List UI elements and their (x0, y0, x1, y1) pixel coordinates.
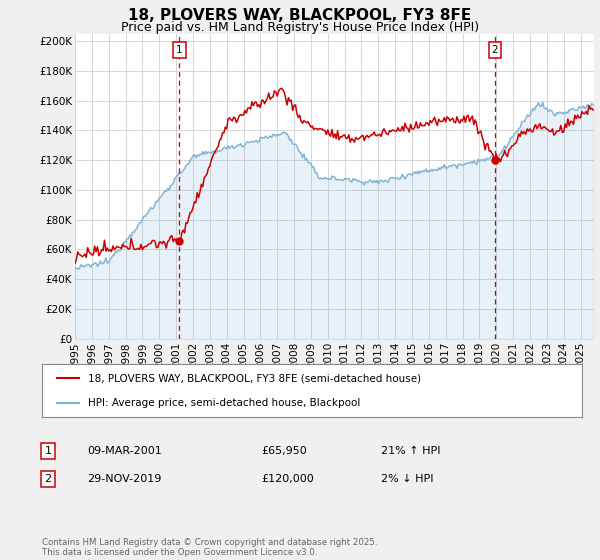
Text: 18, PLOVERS WAY, BLACKPOOL, FY3 8FE: 18, PLOVERS WAY, BLACKPOOL, FY3 8FE (128, 8, 472, 24)
Text: 2: 2 (491, 45, 498, 55)
Text: HPI: Average price, semi-detached house, Blackpool: HPI: Average price, semi-detached house,… (88, 398, 360, 408)
Text: £120,000: £120,000 (261, 474, 314, 484)
Text: £65,950: £65,950 (261, 446, 307, 456)
Text: 09-MAR-2001: 09-MAR-2001 (87, 446, 162, 456)
Text: 1: 1 (44, 446, 52, 456)
Text: 21% ↑ HPI: 21% ↑ HPI (381, 446, 440, 456)
Text: 2% ↓ HPI: 2% ↓ HPI (381, 474, 433, 484)
Text: 18, PLOVERS WAY, BLACKPOOL, FY3 8FE (semi-detached house): 18, PLOVERS WAY, BLACKPOOL, FY3 8FE (sem… (88, 374, 421, 384)
Text: 2: 2 (44, 474, 52, 484)
Text: Contains HM Land Registry data © Crown copyright and database right 2025.
This d: Contains HM Land Registry data © Crown c… (42, 538, 377, 557)
Text: 29-NOV-2019: 29-NOV-2019 (87, 474, 161, 484)
Text: 1: 1 (176, 45, 182, 55)
Text: Price paid vs. HM Land Registry's House Price Index (HPI): Price paid vs. HM Land Registry's House … (121, 21, 479, 34)
